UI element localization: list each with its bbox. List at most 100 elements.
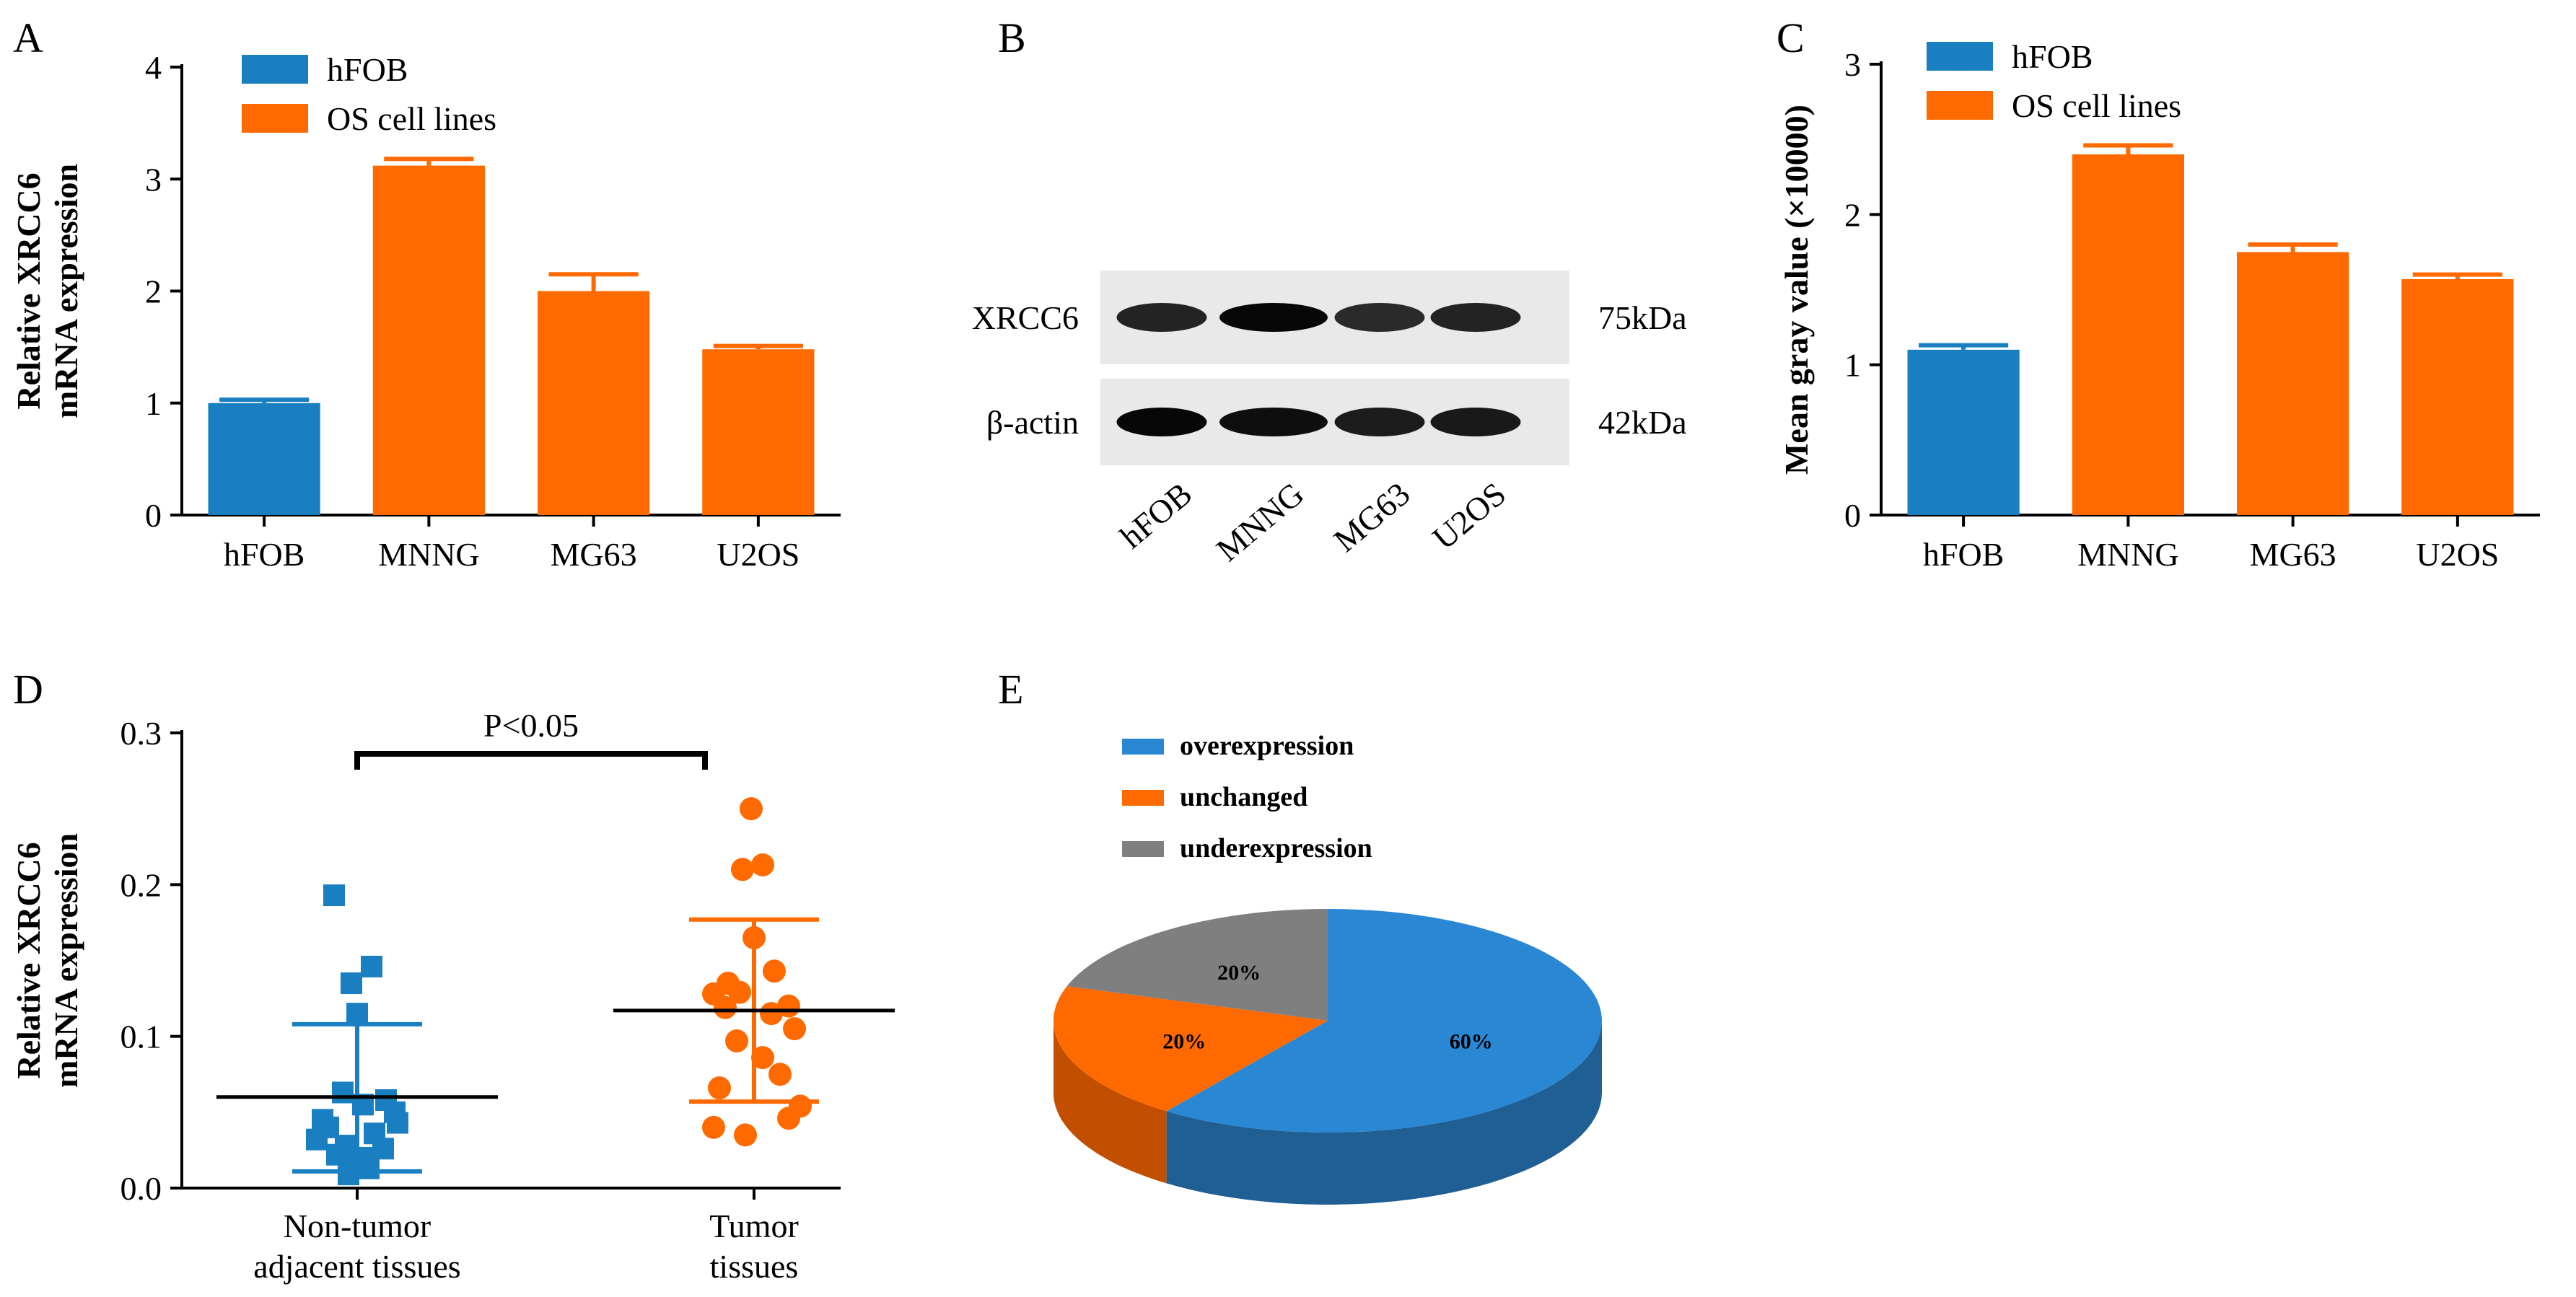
panel-label-c: C [1777, 14, 1805, 61]
data-point [751, 853, 774, 876]
x-tick-label-line: Non-tumor [284, 1208, 431, 1244]
bar-hfob [208, 403, 320, 515]
y-axis-label: Relative XRCC6mRNA expression [10, 833, 84, 1088]
bar-mg63 [2237, 252, 2349, 515]
legend: hFOB OS cell lines [1927, 38, 2181, 124]
panel-label-b: B [998, 14, 1026, 61]
pie-sides [1053, 1021, 1602, 1205]
y-tick-label: 3 [145, 161, 162, 198]
legend-label: hFOB [327, 51, 408, 88]
legend: hFOB OS cell lines [242, 51, 496, 137]
y-axis-label-line: mRNA expression [48, 833, 84, 1088]
data-point [740, 797, 763, 821]
y-tick-label: 2 [1844, 196, 1861, 233]
x-tick-label: Tumor tissues [709, 1208, 799, 1285]
legend-swatch [1927, 42, 1993, 71]
data-point [361, 955, 382, 977]
y-tick-label: 0.3 [121, 715, 162, 752]
blot-size-label: 42kDa [1598, 404, 1687, 441]
panel-d-scatter-chart: 0.0 0.1 0.2 0.3 Non-tumor adjacent tissues Tum… [10, 707, 895, 1285]
x-tick-label: hFOB [1923, 536, 2004, 573]
data-point [728, 980, 751, 1004]
data-point [734, 1123, 757, 1147]
x-tick-label: MG63 [551, 536, 637, 573]
y-axis-label-line: Relative XRCC6 [10, 842, 47, 1078]
data-point [358, 1157, 380, 1179]
x-tick-label: U2OS [2416, 536, 2499, 573]
data-point [714, 995, 737, 1019]
blot-band-hfob [1116, 408, 1207, 436]
panel-label-a: A [13, 14, 43, 61]
x-tick-label: U2OS [717, 536, 799, 573]
pie-slice-label: 20% [1162, 1029, 1206, 1053]
bar-mnng [2072, 154, 2184, 515]
points-non-tumor [306, 884, 408, 1186]
blot-lane-label: hFOB [1113, 475, 1199, 555]
panel-b-western-blot: XRCC6 75kDa β-actin 42kDa hFOB MNNG MG63 U2OS [972, 271, 1687, 568]
x-tick-label: hFOB [224, 536, 305, 573]
data-point [332, 1081, 354, 1104]
x-tick-label: MG63 [2250, 536, 2336, 573]
legend-label: overexpression [1180, 731, 1354, 761]
pie-slice-label: 20% [1217, 961, 1261, 985]
points-tumor [702, 797, 812, 1147]
legend-label: underexpression [1180, 833, 1372, 863]
data-point [326, 1143, 348, 1166]
pie-top [1053, 909, 1602, 1133]
legend-swatch [242, 104, 308, 133]
data-point [323, 884, 345, 907]
blot-band-mg63 [1334, 408, 1425, 436]
y-tick-label: 0.1 [121, 1019, 162, 1055]
pie-slice-label: 60% [1450, 1029, 1493, 1053]
blot-band-mg63 [1334, 303, 1425, 332]
pie-slice-underexpression [1066, 909, 1328, 1021]
x-tick-label: MNNG [2077, 536, 2179, 573]
legend-label: unchanged [1180, 782, 1307, 812]
data-point [763, 959, 786, 983]
blot-lane-label: U2OS [1426, 475, 1513, 557]
blot-lane-label: MNNG [1209, 475, 1310, 568]
blot-band-mnng [1219, 408, 1328, 436]
y-tick-label: 3 [1844, 46, 1861, 83]
y-axis-label-line: Relative XRCC6 [10, 172, 47, 409]
legend-swatch [1122, 790, 1164, 806]
y-tick-label: 1 [145, 385, 162, 422]
data-point [760, 1002, 783, 1026]
blot-row-label: β-actin [986, 404, 1079, 441]
panel-a-bar-chart: 0 1 2 3 4 hFOB MNNG MG63 U2OS Relative XRCC6mRNA … [10, 49, 841, 573]
bar-mnng [372, 165, 485, 515]
significance-bracket: P<0.05 [354, 707, 708, 770]
bar-mg63 [538, 291, 650, 515]
bar-u2os [2401, 278, 2514, 515]
pie-slice-unchanged [1053, 986, 1328, 1112]
x-tick-label: MNNG [378, 536, 480, 573]
y-tick-label: 0 [145, 497, 162, 534]
axes: 0.0 0.1 0.2 0.3 [121, 715, 841, 1207]
blot-lane-label: MG63 [1327, 475, 1417, 559]
data-point [725, 1029, 748, 1052]
x-tick-label: Non-tumor adjacent tissues [253, 1208, 460, 1285]
blot-size-label: 75kDa [1598, 299, 1687, 336]
blot-band-u2os [1430, 408, 1521, 436]
y-tick-label: 0 [1844, 497, 1861, 534]
data-point [702, 1115, 725, 1139]
data-point [708, 1076, 731, 1100]
blot-row-label: XRCC6 [972, 299, 1079, 336]
x-tick-label-line: tissues [710, 1248, 799, 1285]
blot-band-u2os [1430, 303, 1521, 332]
y-axis-label: Mean gray value (×10000) [1778, 105, 1815, 475]
panel-c-bar-chart: 0 1 2 3 hFOB MNNG MG63 U2OS Mean gray value (×10… [1778, 38, 2540, 573]
legend: overexpression unchanged underexpression [1122, 731, 1372, 863]
pie-slice-overexpression [1166, 909, 1602, 1133]
x-tick-label-line: Tumor [709, 1208, 799, 1244]
legend-swatch [1122, 739, 1164, 755]
y-tick-label: 0.0 [121, 1170, 162, 1207]
data-point [731, 858, 754, 881]
data-point [346, 1003, 368, 1025]
x-tick-label-line: adjacent tissues [253, 1248, 460, 1285]
panel-label-d: D [13, 666, 43, 713]
bracket-line [354, 751, 708, 770]
pie-side-overexpression [1166, 1021, 1602, 1205]
y-axis-label: Relative XRCC6mRNA expression [10, 164, 84, 418]
